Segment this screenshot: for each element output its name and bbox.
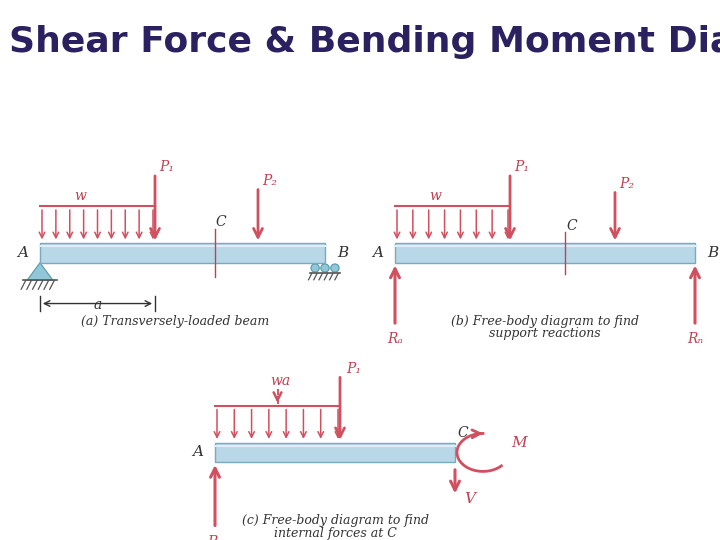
Text: w: w — [74, 190, 86, 204]
Text: wa: wa — [271, 374, 291, 388]
Text: P₂: P₂ — [619, 177, 634, 191]
Circle shape — [311, 264, 319, 272]
Text: (c) Free-body diagram to find: (c) Free-body diagram to find — [241, 514, 428, 527]
Text: P₁: P₁ — [515, 160, 529, 174]
Text: P₁: P₁ — [346, 362, 361, 376]
Bar — [395, 243, 695, 262]
Text: M: M — [511, 436, 527, 450]
Text: P₁: P₁ — [160, 160, 174, 174]
Polygon shape — [27, 262, 53, 280]
Text: C: C — [216, 215, 226, 229]
Text: C: C — [567, 219, 577, 233]
Text: A: A — [192, 446, 203, 460]
Text: A: A — [372, 246, 383, 260]
Text: (a) Transversely-loaded beam: (a) Transversely-loaded beam — [81, 314, 269, 328]
Text: V: V — [464, 492, 475, 506]
Text: (b) Free-body diagram to find: (b) Free-body diagram to find — [451, 314, 639, 328]
Text: P₂: P₂ — [263, 174, 277, 188]
Bar — [40, 243, 325, 262]
Text: B: B — [707, 246, 719, 260]
Text: a: a — [94, 298, 102, 312]
Text: Rₙ: Rₙ — [687, 332, 703, 346]
Text: A: A — [17, 246, 28, 260]
Circle shape — [321, 264, 329, 272]
Bar — [215, 443, 455, 462]
Text: Shear Force & Bending Moment Diagrams: Shear Force & Bending Moment Diagrams — [9, 25, 720, 59]
Text: internal forces at C: internal forces at C — [274, 526, 397, 539]
Text: Rₐ: Rₐ — [387, 332, 403, 346]
Text: C: C — [458, 426, 468, 440]
Text: support reactions: support reactions — [489, 327, 600, 340]
Circle shape — [330, 264, 339, 272]
Text: B: B — [337, 246, 348, 260]
Text: w: w — [429, 190, 441, 204]
Text: Rₐ: Rₐ — [207, 535, 223, 540]
